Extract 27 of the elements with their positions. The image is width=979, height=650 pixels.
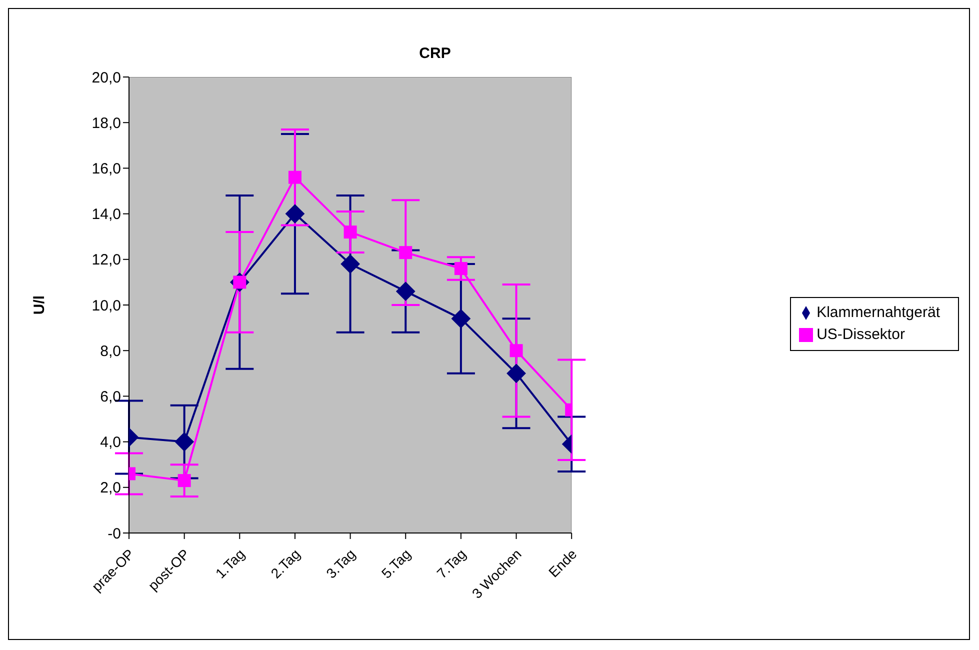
legend-label: US-Dissektor <box>816 326 905 343</box>
y-tick-label: 10,0 <box>92 297 121 314</box>
chart-title: CRP <box>418 45 452 62</box>
y-tick-label: 6,0 <box>100 388 121 406</box>
point <box>510 344 523 358</box>
point <box>344 226 357 239</box>
y-tick-label: -0 <box>108 525 121 542</box>
y-tick-label: 16,0 <box>92 160 121 178</box>
point <box>285 204 304 224</box>
point <box>451 309 470 328</box>
point <box>396 282 416 301</box>
y-tick-label: 12,0 <box>92 252 121 269</box>
y-tick-label: 14,0 <box>92 206 121 224</box>
y-tick-label: 2,0 <box>100 480 121 497</box>
point <box>174 432 194 452</box>
y-tick-label: 18,0 <box>92 114 121 132</box>
legend-label: Klammernahtgerät <box>816 304 940 321</box>
point <box>454 262 468 276</box>
point <box>288 170 302 184</box>
y-tick-label: 4,0 <box>100 434 121 452</box>
y-tick-label: 8,0 <box>100 342 121 360</box>
point <box>340 254 360 274</box>
y-tick-label: 20,0 <box>92 69 121 86</box>
point <box>399 246 412 260</box>
point <box>506 364 526 383</box>
point <box>178 474 191 488</box>
y-axis-title: U/l <box>31 294 49 317</box>
